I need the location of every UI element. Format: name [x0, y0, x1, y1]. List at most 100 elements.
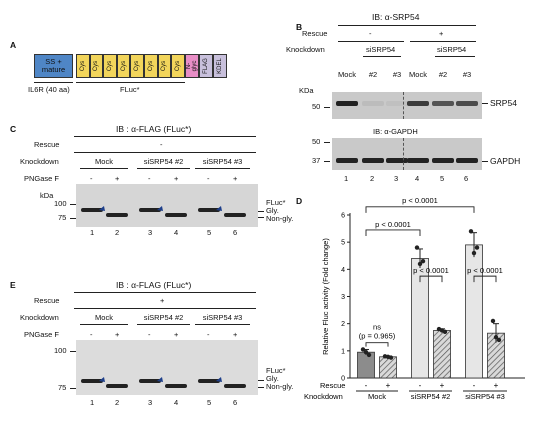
- gly-arrowhead: [216, 206, 222, 211]
- panel-e-mw75: 75: [58, 383, 67, 392]
- panel-b-lane-label: #3: [392, 70, 402, 79]
- y-tick-label: 2: [341, 321, 345, 328]
- panel-group-label: Mock: [95, 313, 113, 322]
- panel-c-fluc: FLuc*: [266, 198, 286, 207]
- pngase-sign: +: [233, 330, 238, 339]
- il6r-line: [34, 82, 73, 83]
- panel-b-ib2: IB: α-GAPDH: [373, 127, 418, 136]
- panel-e-top-line: [74, 292, 256, 293]
- data-point: [468, 229, 474, 234]
- fluc-band: [165, 213, 187, 217]
- panel-group-label: siSRP54 #2: [143, 157, 184, 166]
- gly-arrowhead: [99, 206, 105, 211]
- rescue-sign: +: [386, 381, 391, 390]
- panel-b-mw-b2: 37: [312, 156, 321, 165]
- data-point: [414, 245, 420, 250]
- lane-number: 3: [148, 398, 153, 407]
- srp54-divider: [403, 92, 404, 119]
- panel-b-sisrp54-a: siSRP54: [366, 45, 396, 54]
- nglyc-box: N-glyc: [185, 54, 199, 78]
- significance-bracket: [473, 275, 497, 283]
- knockdown-label: Knockdown: [304, 392, 343, 401]
- srp54-label: SRP54: [490, 98, 517, 108]
- panel-b-mw-tick-b1: [324, 142, 330, 143]
- data-point: [363, 349, 369, 355]
- gapdh-blot: [332, 138, 482, 170]
- cys-box: Cys: [171, 54, 185, 78]
- panel-c-mw75-tick: [70, 218, 76, 219]
- rescue-sign: +: [494, 381, 499, 390]
- panel-b-ib: IB: α-SRP54: [372, 12, 420, 22]
- y-tick-label: 6: [341, 213, 345, 220]
- panel-b-lane-number: 6: [464, 174, 469, 183]
- panel-b-line-c: [363, 56, 401, 57]
- panel-b-rescue-label: Rescue: [302, 29, 328, 38]
- y-tick-label: 1: [341, 348, 345, 355]
- panel-c-gly: Gly.: [266, 206, 279, 215]
- pngase-sign: -: [148, 174, 151, 183]
- panel-e-rescue-label: Rescue: [34, 296, 60, 305]
- rescue-sign: -: [365, 381, 368, 390]
- rescue-label: Rescue: [320, 381, 345, 390]
- fluc-band: [139, 379, 161, 383]
- lane-number: 6: [233, 228, 238, 237]
- cys-box: Cys: [76, 54, 90, 78]
- panel-b-line-a: [338, 41, 404, 42]
- lane-number: 5: [207, 398, 212, 407]
- lane-number: 1: [90, 228, 95, 237]
- panel-b-lane-number: 4: [415, 174, 420, 183]
- panel-e-rescue-line: [74, 308, 256, 309]
- significance-label: p < 0.0001: [375, 220, 411, 229]
- data-point: [490, 318, 496, 324]
- panel-group-label: siSRP54 #2: [143, 313, 184, 322]
- panel-b-knockdown-label: Knockdown: [286, 45, 325, 54]
- panel-group-label: siSRP54 #3: [202, 313, 243, 322]
- cys-box: Cys: [157, 54, 172, 78]
- srp54-band: [386, 101, 408, 106]
- panel-b-lane-label: #2: [368, 70, 378, 79]
- fluc-band: [224, 384, 246, 388]
- panel-b-lane-number: 3: [394, 174, 399, 183]
- panel-b-lane-label: Mock: [338, 70, 356, 79]
- rescue-sign: -: [473, 381, 476, 390]
- srp54-marker-tick: [482, 103, 488, 104]
- pngase-sign: +: [115, 330, 120, 339]
- lane-number: 3: [148, 228, 153, 237]
- panel-e-mw75-tick: [70, 388, 76, 389]
- panel-e-nongly: Non-gly.: [266, 382, 294, 391]
- panel-b-mw-top: 50: [312, 102, 321, 111]
- panel-group-label: Mock: [95, 157, 113, 166]
- data-point: [496, 337, 502, 343]
- panel-group-line: [137, 324, 190, 325]
- ns-p-label: (p = 0.965): [359, 332, 396, 341]
- panel-group-label: siSRP54 #3: [202, 157, 243, 166]
- fluc-band: [198, 379, 220, 383]
- lane-number: 2: [115, 228, 120, 237]
- significance-bracket: [419, 275, 443, 283]
- panel-e-knockdown-label: Knockdown: [20, 313, 59, 322]
- panel-b-lane-label: Mock: [409, 70, 427, 79]
- fluc-band: [165, 384, 187, 388]
- significance-bracket-top: [365, 206, 475, 213]
- significance-label-top: p < 0.0001: [402, 196, 438, 205]
- data-point: [417, 261, 423, 267]
- y-tick-label: 4: [341, 267, 345, 274]
- srp54-band: [336, 101, 358, 106]
- pngase-sign: -: [90, 174, 93, 183]
- rescue-sign: +: [440, 381, 445, 390]
- gapdh-label: GAPDH: [490, 156, 521, 166]
- panel-e-gly: Gly.: [266, 374, 279, 383]
- fluc-line: [76, 82, 185, 83]
- panel-c-rescue-line: [74, 152, 256, 153]
- fluc-band: [198, 208, 220, 212]
- srp54-band: [407, 101, 429, 106]
- pngase-sign: -: [207, 330, 210, 339]
- gly-arrowhead: [216, 377, 222, 382]
- flag-box: FLAG: [199, 54, 213, 78]
- data-point: [388, 355, 394, 360]
- data-point: [474, 245, 480, 250]
- cys-box: Cys: [144, 54, 158, 78]
